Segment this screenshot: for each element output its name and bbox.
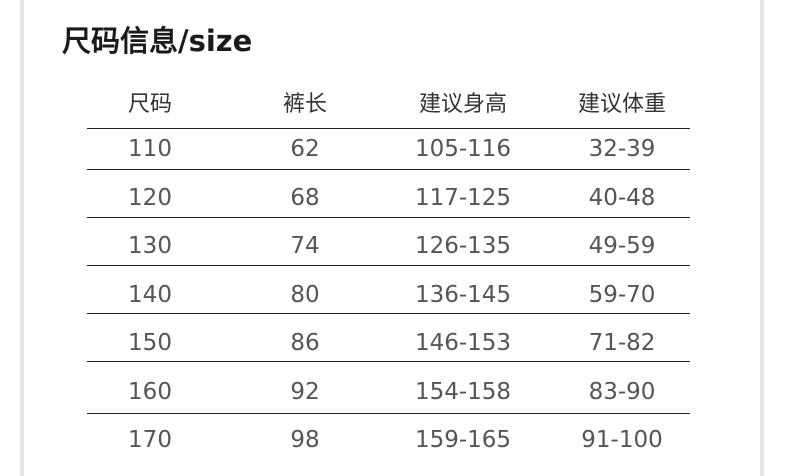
table-cell: 140 <box>128 281 172 308</box>
table-cell: 59-70 <box>588 281 656 308</box>
row-divider <box>87 217 690 218</box>
right-border <box>760 0 764 476</box>
table-cell: 32-39 <box>588 136 656 162</box>
table-cell: 170 <box>128 427 172 453</box>
header-cell: 裤长 <box>282 92 328 117</box>
row-divider <box>87 169 690 170</box>
table-cell: 146-153 <box>414 330 512 356</box>
table-cell: 91-100 <box>581 427 663 453</box>
row-divider <box>87 128 690 129</box>
left-border <box>20 0 24 476</box>
table-cell: 62 <box>290 136 320 162</box>
row-divider <box>87 313 690 314</box>
table-cell: 126-135 <box>414 233 512 259</box>
header-cell: 建议体重 <box>577 92 667 117</box>
table-cell: 49-59 <box>588 233 656 259</box>
table-cell: 130 <box>128 233 172 259</box>
table-cell: 74 <box>290 233 320 259</box>
row-divider <box>87 361 690 362</box>
table-cell: 80 <box>290 281 320 308</box>
table-cell: 83-90 <box>588 378 656 405</box>
table-cell: 71-82 <box>588 330 656 356</box>
table-cell: 136-145 <box>414 281 512 308</box>
header-cell: 尺码 <box>127 92 173 117</box>
table-cell: 105-116 <box>414 136 512 162</box>
table-cell: 98 <box>290 427 320 453</box>
table-cell: 120 <box>128 184 172 211</box>
table-cell: 154-158 <box>414 378 512 405</box>
table-cell: 92 <box>290 378 320 405</box>
table-cell: 110 <box>128 136 172 162</box>
table-cell: 68 <box>290 184 320 211</box>
row-divider <box>87 413 690 414</box>
row-divider <box>87 265 690 266</box>
page-title: 尺码信息/size <box>62 24 253 58</box>
table-cell: 117-125 <box>414 184 512 211</box>
table-cell: 40-48 <box>588 184 656 211</box>
table-cell: 86 <box>290 330 320 356</box>
table-cell: 160 <box>128 378 172 405</box>
table-cell: 159-165 <box>414 427 512 453</box>
header-cell: 建议身高 <box>418 92 508 117</box>
table-cell: 150 <box>128 330 172 356</box>
